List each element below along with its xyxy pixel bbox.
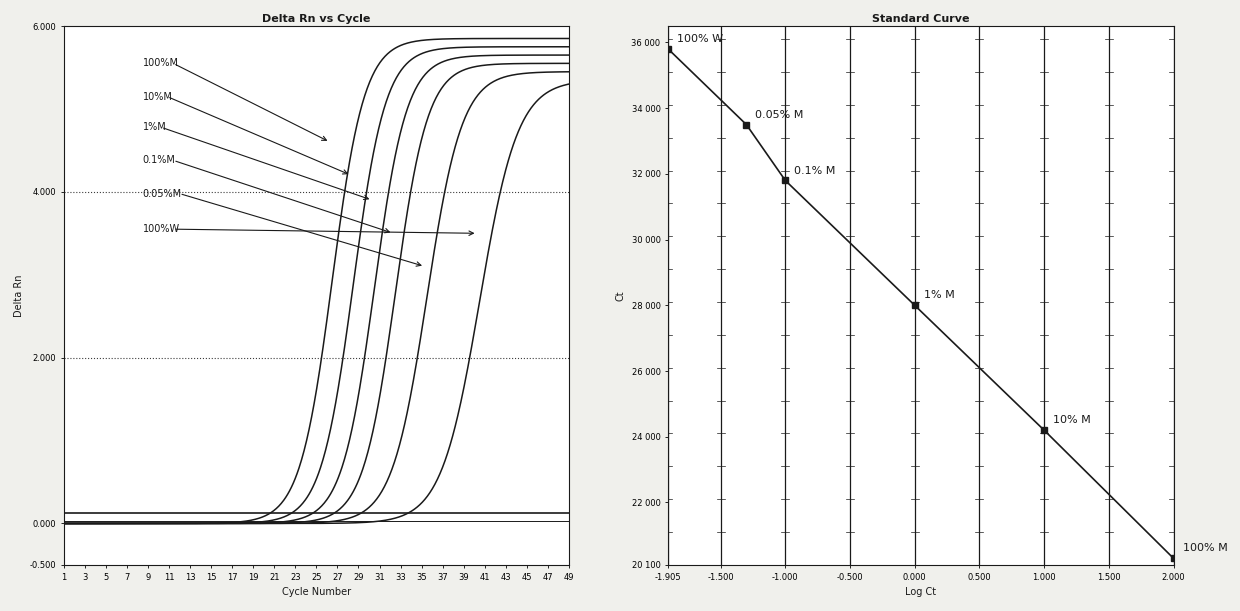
Text: 100% W: 100% W	[677, 34, 723, 44]
Text: 1%M: 1%M	[143, 122, 166, 132]
Text: 0.1% M: 0.1% M	[795, 166, 836, 175]
Y-axis label: Delta Rn: Delta Rn	[14, 274, 24, 316]
Text: 100% M: 100% M	[1183, 543, 1228, 554]
Title: Standard Curve: Standard Curve	[872, 14, 970, 24]
X-axis label: Cycle Number: Cycle Number	[281, 587, 351, 597]
Text: 1% M: 1% M	[924, 290, 955, 301]
X-axis label: Log Ct: Log Ct	[905, 587, 936, 597]
Text: 10%M: 10%M	[143, 92, 172, 101]
Text: 0.05%M: 0.05%M	[143, 189, 182, 199]
Text: 100%M: 100%M	[143, 59, 179, 68]
Text: 0.05% M: 0.05% M	[755, 110, 804, 120]
Text: 0.1%M: 0.1%M	[143, 155, 176, 166]
Title: Delta Rn vs Cycle: Delta Rn vs Cycle	[262, 14, 371, 24]
Y-axis label: Ct: Ct	[616, 290, 626, 301]
Text: 10% M: 10% M	[1053, 415, 1091, 425]
Text: 100%W: 100%W	[143, 224, 180, 234]
